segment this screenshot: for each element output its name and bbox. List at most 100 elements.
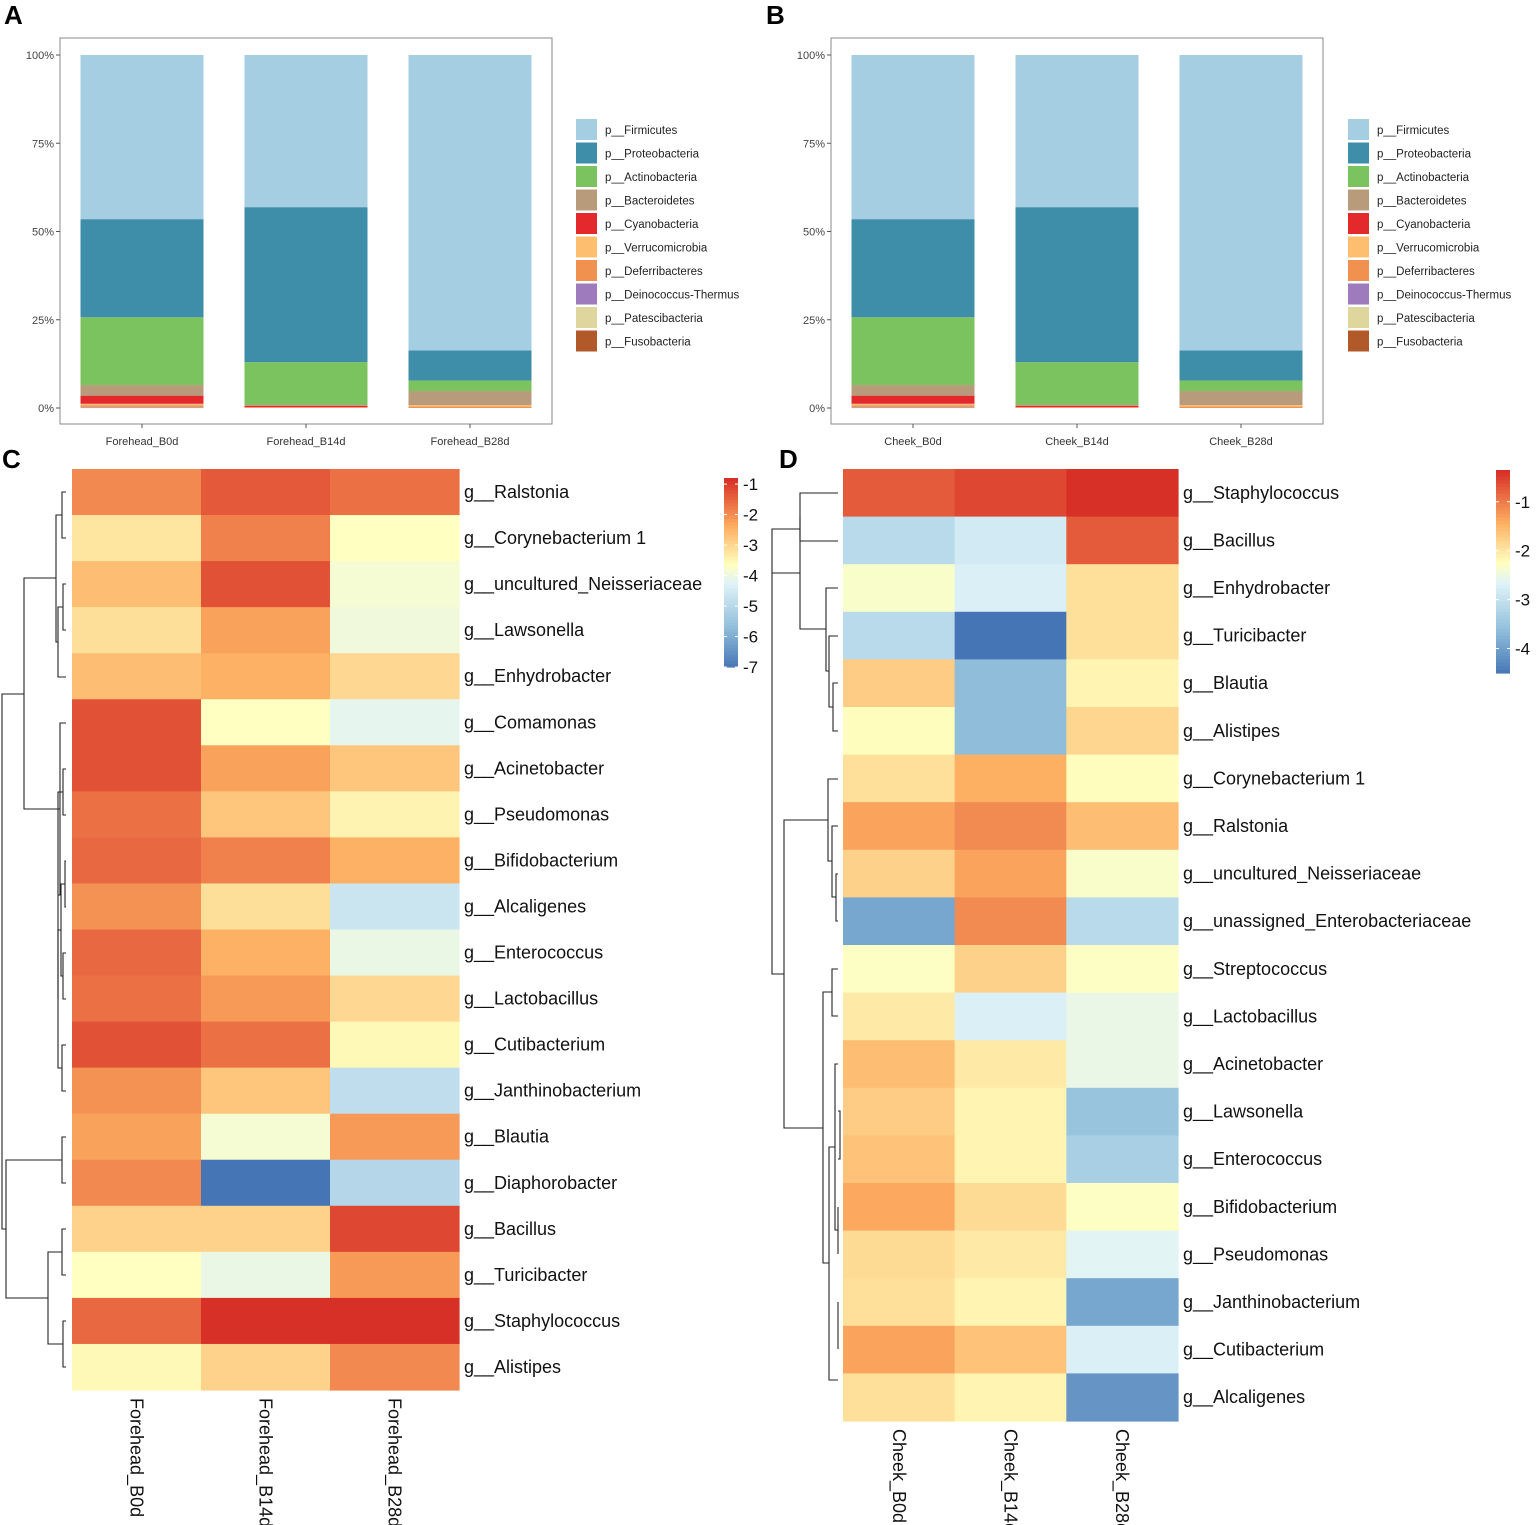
colorbar-label: -2: [743, 506, 758, 525]
heatmap-cell: [1066, 1278, 1179, 1327]
heatmap-cell: [72, 791, 202, 838]
bar-segment: [80, 317, 204, 386]
x-tick-label: Cheek_B28d: [1209, 436, 1273, 448]
colorbar-segment: [724, 509, 738, 514]
heatmap-cell: [954, 849, 1067, 898]
legend-label: p__Fusobacteria: [605, 337, 691, 349]
heatmap-cell: [201, 1205, 331, 1253]
colorbar-segment: [1496, 486, 1510, 491]
legend-label: p__Fusobacteria: [1377, 337, 1463, 349]
heatmap-cell: [954, 611, 1067, 660]
heatmap-cell: [330, 561, 460, 608]
stacked-bar-chart-cheek: 0% 25% 50% 75% 100% Cheek_B0d Cheek_B14d Cheek_…: [797, 37, 1511, 448]
colorbar-segment: [724, 553, 738, 558]
heatmap-cell: [1066, 849, 1179, 898]
heatmap-cell: [843, 1230, 956, 1279]
heatmap-cell: [954, 1373, 1067, 1422]
bar-segment: [1015, 407, 1139, 408]
heatmap-cell: [954, 754, 1067, 803]
colorbar-segment: [1496, 581, 1510, 586]
row-label: g__Lawsonella: [464, 620, 585, 641]
column-label: Cheek_B28d: [1111, 1429, 1132, 1525]
row-label: g__Cutibacterium: [1183, 1340, 1324, 1361]
heatmap-cell: [330, 791, 460, 838]
colorbar-segment: [1496, 551, 1510, 556]
colorbar-segment: [724, 566, 738, 570]
heatmap-cell: [330, 515, 460, 562]
heatmap-cell: [843, 849, 956, 898]
heatmap-cell: [330, 1343, 460, 1391]
colorbar-segment: [1496, 656, 1510, 661]
legend-swatch: [1348, 189, 1369, 211]
colorbar-segment: [1496, 598, 1510, 603]
heatmap-cell: [843, 992, 956, 1041]
heatmap-cell: [201, 699, 331, 746]
x-tick-label: Cheek_B0d: [884, 436, 942, 448]
heatmap-cell: [1066, 945, 1179, 994]
heatmap-forehead: g__Ralstonia g__Corynebacterium 1 g__uncul…: [72, 469, 758, 1525]
heatmap-cell: [1066, 564, 1179, 613]
colorbar-segment: [1496, 639, 1510, 644]
heatmap-cell: [72, 1251, 202, 1299]
colorbar-label: -5: [743, 597, 758, 616]
row-label: g__Ralstonia: [464, 482, 570, 503]
heatmap-cell: [330, 1159, 460, 1207]
heatmap-cell: [843, 802, 956, 851]
heatmap-cell: [201, 1113, 331, 1161]
row-label: g__Diaphorobacter: [464, 1173, 617, 1194]
column-label: Cheek_B14d: [1000, 1429, 1021, 1525]
colorbar-segment: [724, 528, 738, 533]
colorbar-segment: [724, 594, 738, 599]
colorbar-segment: [724, 500, 738, 504]
heatmap-cell: [1066, 992, 1179, 1041]
colorbar-segment: [724, 572, 738, 577]
colorbar-segment: [724, 626, 738, 630]
colorbar-label: -4: [1515, 640, 1530, 659]
legend-swatch: [1348, 330, 1369, 352]
dendrogram-cheek: [771, 492, 841, 1381]
row-label: g__Alcaligenes: [1183, 1387, 1305, 1408]
row-label: g__Bifidobacterium: [1183, 1197, 1337, 1218]
heatmap-cell: [72, 607, 202, 654]
legend-swatch: [1348, 283, 1369, 305]
bar-segment: [244, 55, 368, 208]
heatmap-cell: [954, 1278, 1067, 1327]
colorbar-segment: [1496, 629, 1510, 633]
colorbar-segment: [724, 569, 738, 574]
heatmap-cell: [72, 515, 202, 562]
colorbar-segment: [724, 635, 738, 640]
legend-swatch: [576, 330, 597, 352]
heatmap-cell: [954, 945, 1067, 994]
colorbar-segment: [1496, 615, 1510, 620]
row-label: g__Turicibacter: [1183, 626, 1306, 647]
bar-segment: [244, 405, 368, 408]
row-label: g__Bacillus: [464, 1219, 556, 1240]
bar-segment: [1015, 404, 1139, 406]
legend-swatch: [1348, 142, 1369, 164]
bar-segment: [1015, 55, 1139, 208]
legend-label: p__Patescibacteria: [605, 313, 703, 325]
bar-segment: [80, 219, 204, 318]
colorbar-segment: [724, 619, 738, 624]
colorbar-segment: [1496, 666, 1510, 671]
colorbar-segment: [1496, 564, 1510, 569]
row-label: g__Comamonas: [464, 712, 596, 733]
row-label: g__unassigned_Enterobacteriaceae: [1183, 911, 1471, 932]
row-label: g__Streptococcus: [1183, 959, 1327, 980]
heatmap-cell: [72, 1067, 202, 1115]
legend-swatch: [576, 142, 597, 164]
legend-label: p__Bacteroidetes: [1377, 196, 1467, 208]
colorbar-segment: [724, 503, 738, 507]
bar-segment: [1015, 405, 1139, 408]
heatmap-cell: [1066, 659, 1179, 708]
heatmap-cell: [201, 975, 331, 1023]
colorbar-segment: [1496, 588, 1510, 593]
bar-segment: [408, 405, 532, 407]
heatmap-cell: [843, 564, 956, 613]
colorbar-segment: [1496, 544, 1510, 549]
row-label: g__Acinetobacter: [1183, 1054, 1323, 1075]
row-label: g__uncultured_Neisseriaceae: [464, 574, 702, 595]
colorbar-label: -3: [1515, 591, 1530, 610]
colorbar-segment: [1496, 510, 1510, 515]
